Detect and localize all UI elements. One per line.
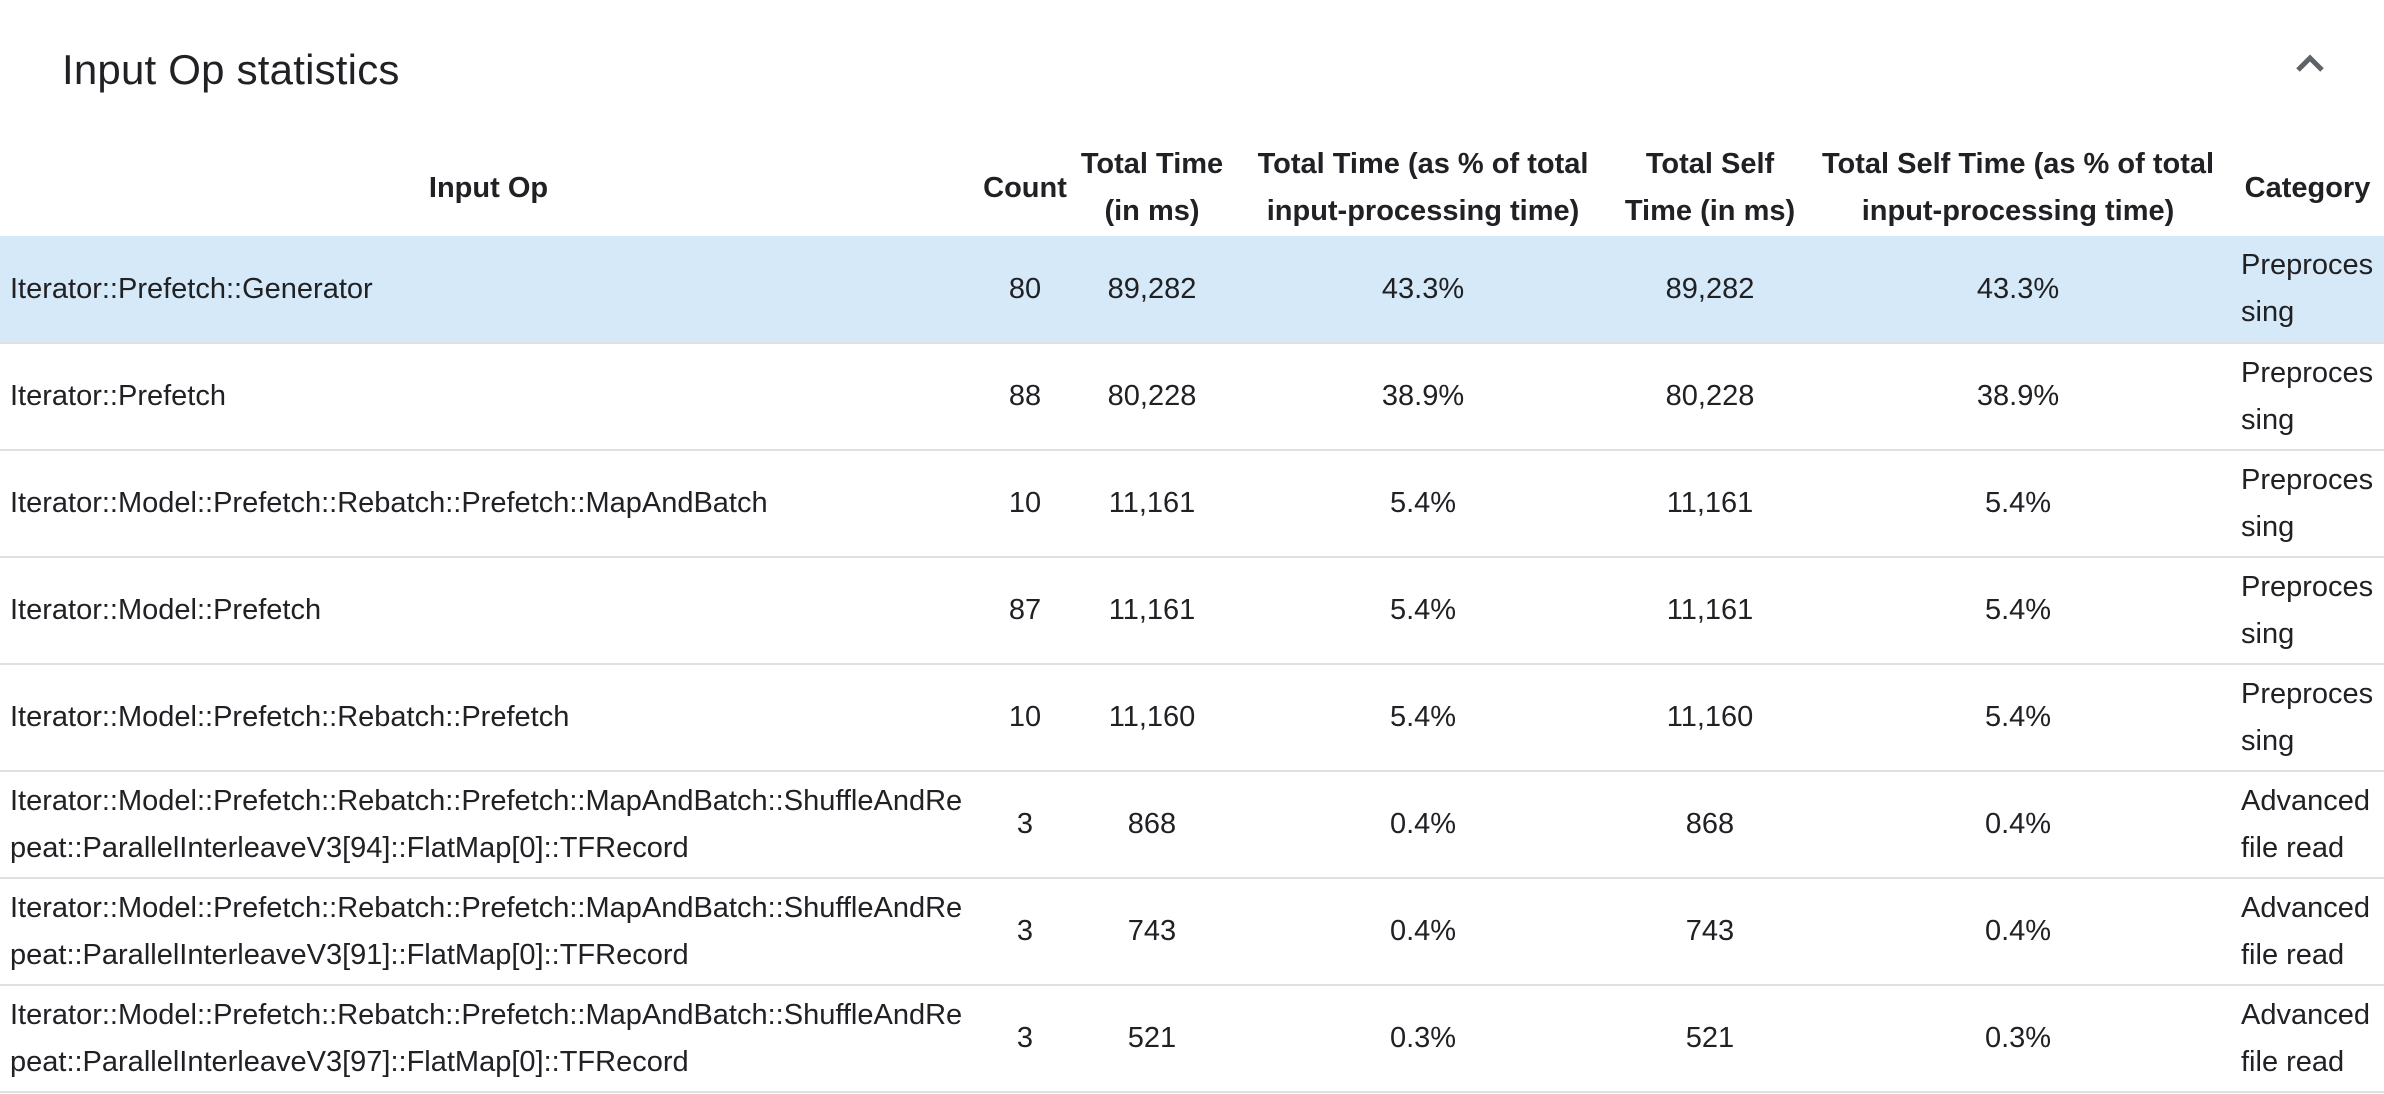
category-cell: Advanced file read: [2231, 984, 2384, 1092]
input-op-cell: Iterator::Model::Prefetch::Rebatch::Pref…: [0, 877, 977, 985]
total-self-time-pct-cell: 5.4%: [1805, 556, 2231, 664]
chevron-up-icon: [2293, 52, 2327, 76]
count-cell: 87: [977, 556, 1073, 664]
panel-header: Input Op statistics: [0, 0, 2384, 140]
category-cell: Preprocessing: [2231, 663, 2384, 771]
total-self-time-cell: 11,161: [1615, 449, 1805, 557]
column-header-category: Category: [2244, 171, 2371, 204]
category-cell: Advanced file read: [2231, 770, 2384, 878]
input-op-cell: Iterator::Model::Prefetch::Rebatch::Pref…: [0, 663, 977, 771]
input-op-statistics-table: Input Op Count Total Time (in ms) Total …: [0, 140, 2384, 1093]
total-self-time-pct-cell: 0.3%: [1805, 984, 2231, 1092]
total-time-pct-cell: 5.4%: [1231, 556, 1615, 664]
input-op-cell: Iterator::Prefetch: [0, 342, 977, 450]
total-self-time-cell: 11,161: [1615, 556, 1805, 664]
table-header-row: Input Op Count Total Time (in ms) Total …: [0, 140, 2384, 236]
total-self-time-cell: 743: [1615, 877, 1805, 985]
category-cell: Preprocessing: [2231, 342, 2384, 450]
total-self-time-pct-cell: 0.4%: [1805, 877, 2231, 985]
column-header-total-time-pct: Total Time (as % of total input-processi…: [1257, 148, 1589, 227]
total-time-cell: 11,161: [1073, 449, 1231, 557]
count-cell: 88: [977, 342, 1073, 450]
total-time-pct-cell: 38.9%: [1231, 342, 1615, 450]
collapse-panel-button[interactable]: [2284, 38, 2336, 90]
total-self-time-pct-cell: 43.3%: [1805, 236, 2231, 343]
total-time-pct-cell: 5.4%: [1231, 663, 1615, 771]
input-op-cell: Iterator::Model::Prefetch::Rebatch::Pref…: [0, 770, 977, 878]
table-row[interactable]: Iterator::Prefetch 88 80,228 38.9% 80,22…: [0, 342, 2384, 450]
input-op-cell: Iterator::Model::Prefetch::Rebatch::Pref…: [0, 449, 977, 557]
column-header-total-self-time: Total Self Time (in ms): [1624, 148, 1796, 227]
count-cell: 3: [977, 984, 1073, 1092]
count-cell: 10: [977, 663, 1073, 771]
table-row[interactable]: Iterator::Model::Prefetch::Rebatch::Pref…: [0, 449, 2384, 557]
count-cell: 10: [977, 449, 1073, 557]
table-row[interactable]: Iterator::Model::Prefetch::Rebatch::Pref…: [0, 663, 2384, 771]
total-time-cell: 11,161: [1073, 556, 1231, 664]
total-time-pct-cell: 5.4%: [1231, 449, 1615, 557]
total-self-time-cell: 80,228: [1615, 342, 1805, 450]
total-time-pct-cell: 0.4%: [1231, 770, 1615, 878]
total-time-pct-cell: 0.3%: [1231, 984, 1615, 1092]
table-row[interactable]: Iterator::Model::Prefetch::Rebatch::Pref…: [0, 770, 2384, 878]
total-time-cell: 11,160: [1073, 663, 1231, 771]
count-cell: 80: [977, 236, 1073, 343]
table-row[interactable]: Iterator::Model::Prefetch 87 11,161 5.4%…: [0, 556, 2384, 664]
column-header-input-op: Input Op: [428, 171, 549, 204]
page-title: Input Op statistics: [62, 46, 400, 93]
table-row[interactable]: Iterator::Model::Prefetch::Rebatch::Pref…: [0, 877, 2384, 985]
table-body: Iterator::Prefetch::Generator 80 89,282 …: [0, 236, 2384, 1092]
total-self-time-pct-cell: 5.4%: [1805, 663, 2231, 771]
input-op-cell: Iterator::Model::Prefetch::Rebatch::Pref…: [0, 984, 977, 1092]
category-cell: Advanced file read: [2231, 877, 2384, 985]
category-cell: Preprocessing: [2231, 449, 2384, 557]
total-time-cell: 743: [1073, 877, 1231, 985]
table-row[interactable]: Iterator::Prefetch::Generator 80 89,282 …: [0, 236, 2384, 343]
column-header-count: Count: [983, 171, 1067, 204]
total-time-cell: 521: [1073, 984, 1231, 1092]
column-header-total-time: Total Time (in ms): [1080, 148, 1224, 227]
total-time-pct-cell: 43.3%: [1231, 236, 1615, 343]
total-self-time-pct-cell: 0.4%: [1805, 770, 2231, 878]
total-time-cell: 89,282: [1073, 236, 1231, 343]
total-time-cell: 868: [1073, 770, 1231, 878]
count-cell: 3: [977, 770, 1073, 878]
total-self-time-cell: 868: [1615, 770, 1805, 878]
total-time-cell: 80,228: [1073, 342, 1231, 450]
total-self-time-pct-cell: 38.9%: [1805, 342, 2231, 450]
table-row[interactable]: Iterator::Model::Prefetch::Rebatch::Pref…: [0, 984, 2384, 1092]
total-self-time-cell: 89,282: [1615, 236, 1805, 343]
input-op-cell: Iterator::Prefetch::Generator: [0, 236, 977, 343]
column-header-total-self-time-pct: Total Self Time (as % of total input-pro…: [1821, 148, 2215, 227]
total-self-time-pct-cell: 5.4%: [1805, 449, 2231, 557]
total-self-time-cell: 11,160: [1615, 663, 1805, 771]
category-cell: Preprocessing: [2231, 556, 2384, 664]
total-self-time-cell: 521: [1615, 984, 1805, 1092]
input-op-cell: Iterator::Model::Prefetch: [0, 556, 977, 664]
count-cell: 3: [977, 877, 1073, 985]
category-cell: Preprocessing: [2231, 236, 2384, 343]
total-time-pct-cell: 0.4%: [1231, 877, 1615, 985]
